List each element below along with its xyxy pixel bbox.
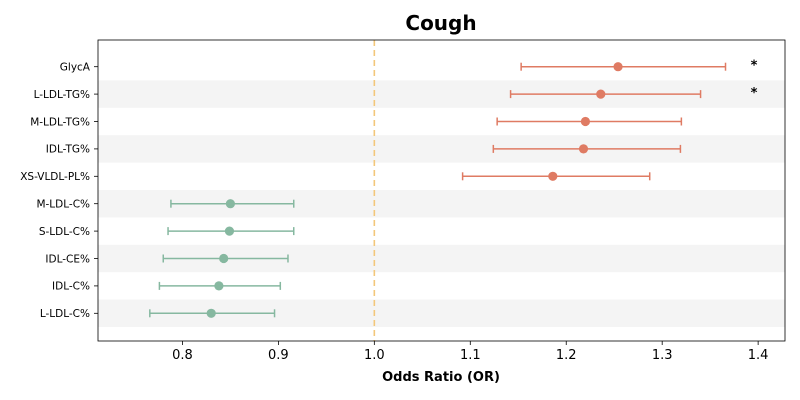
x-axis-label: Odds Ratio (OR) xyxy=(382,370,500,385)
category-label: S-LDL-C% xyxy=(39,226,90,238)
x-tick-label: 0.9 xyxy=(268,348,289,363)
row-shade xyxy=(98,135,785,163)
category-label: M-LDL-C% xyxy=(36,199,90,211)
or-point xyxy=(596,89,606,99)
significance-marker: * xyxy=(751,59,758,74)
category-label: L-LDL-C% xyxy=(40,308,90,320)
or-point xyxy=(224,226,235,236)
category-label: GlycA xyxy=(60,62,91,74)
x-tick-label: 1.0 xyxy=(364,348,385,363)
category-label: L-LDL-TG% xyxy=(34,89,90,101)
or-point xyxy=(580,116,591,127)
or-point xyxy=(578,144,589,154)
axes-frame xyxy=(97,39,786,342)
or-point xyxy=(548,171,558,181)
category-label: IDL-TG% xyxy=(46,144,90,156)
chart-title: Cough xyxy=(405,11,476,35)
category-label: IDL-CE% xyxy=(45,253,90,265)
significance-marker: * xyxy=(751,86,758,101)
or-point xyxy=(613,62,623,72)
or-point xyxy=(225,199,236,209)
category-label: XS-VLDL-PL% xyxy=(20,171,90,183)
or-point xyxy=(214,281,224,291)
or-point xyxy=(219,253,229,264)
x-tick-label: 1.4 xyxy=(748,348,769,363)
category-label: IDL-C% xyxy=(52,281,90,293)
x-tick-label: 0.8 xyxy=(172,348,193,363)
x-tick-label: 1.2 xyxy=(556,348,577,363)
x-tick-label: 1.3 xyxy=(652,348,673,363)
or-point xyxy=(206,308,216,318)
plot-area: GlycA * L-LDL-TG% * M-LDL-TG% IDL-TG% XS-VLDL-… xyxy=(20,39,786,363)
x-tick-label: 1.1 xyxy=(460,348,481,363)
category-label: M-LDL-TG% xyxy=(30,116,90,128)
